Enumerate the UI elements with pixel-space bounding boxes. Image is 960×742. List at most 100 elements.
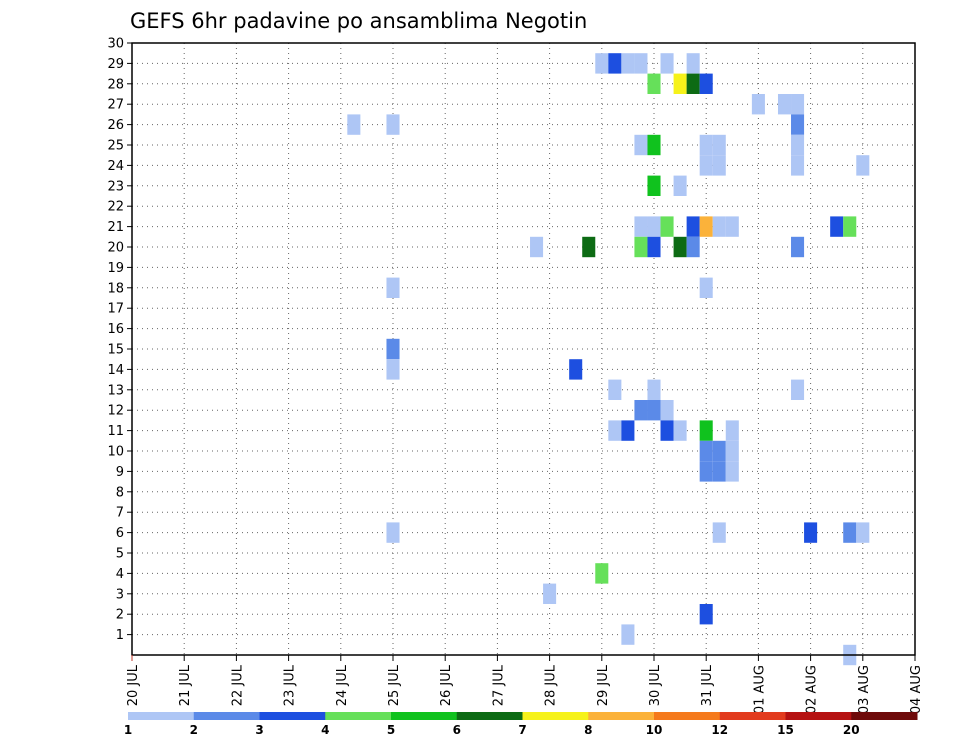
colorbar-swatch: [851, 712, 918, 720]
y-tick-label: 11: [107, 424, 124, 439]
heatmap-cell: [647, 236, 661, 258]
colorbar-swatch: [193, 712, 260, 720]
y-tick-label: 3: [116, 587, 124, 602]
x-tick-label: 20 JUL: [126, 664, 141, 706]
y-tick-label: 4: [116, 567, 124, 582]
heatmap-cell: [804, 522, 818, 543]
heatmap-cell: [791, 379, 805, 400]
colorbar-swatch: [719, 712, 786, 720]
heatmap-cell: [621, 420, 635, 441]
heatmap-cell: [386, 359, 400, 380]
colorbar-label: 8: [584, 723, 592, 737]
heatmap-cell: [647, 134, 661, 156]
heatmap-cell: [699, 216, 713, 237]
colorbar-label: 20: [843, 723, 860, 737]
colorbar-label: 12: [711, 723, 728, 737]
heatmap-cell: [725, 461, 739, 482]
heatmap-cell: [777, 94, 792, 115]
colorbar-swatch: [654, 712, 721, 720]
heatmap-cell: [830, 216, 844, 237]
heatmap-cell: [686, 236, 700, 258]
heatmap-cell: [699, 420, 713, 441]
y-tick-label: 21: [107, 220, 124, 235]
y-tick-label: 2: [116, 608, 124, 623]
colorbar-label: 3: [255, 723, 263, 737]
heatmap-cell: [673, 236, 687, 258]
heatmap-cell: [725, 440, 739, 462]
x-tick-label: 25 JUL: [387, 664, 402, 706]
heatmap-cell: [634, 53, 648, 74]
x-tick-label: 28 JUL: [544, 664, 559, 706]
x-tick-label: 30 JUL: [648, 664, 663, 706]
y-tick-label: 13: [107, 383, 124, 398]
heatmap-cell: [660, 53, 674, 74]
y-tick-label: 17: [107, 302, 124, 317]
heatmap-cell: [686, 73, 700, 94]
colorbar-swatch: [128, 712, 195, 720]
heatmap-cell: [608, 53, 622, 74]
heatmap-cell: [673, 420, 687, 441]
colorbar-swatch: [259, 712, 326, 720]
y-tick-label: 24: [107, 159, 124, 174]
y-tick-label: 7: [116, 506, 124, 521]
y-tick-label: 15: [107, 343, 124, 358]
heatmap-cell: [647, 400, 661, 421]
y-tick-label: 25: [107, 139, 124, 154]
heatmap-cell: [543, 583, 557, 604]
heatmap-cell: [699, 155, 713, 176]
heatmap-cell: [634, 216, 648, 237]
y-tick-label: 14: [107, 363, 124, 378]
heatmap-cell: [608, 420, 622, 441]
heatmap-cell: [608, 379, 622, 400]
heatmap-cell: [647, 216, 661, 237]
heatmap-cell: [621, 53, 635, 74]
heatmap-cell: [386, 338, 400, 360]
heatmap-cell: [699, 461, 713, 482]
x-tick-label: 24 JUL: [335, 664, 350, 706]
heatmap-cell: [673, 73, 687, 94]
heatmap-cell: [699, 134, 713, 156]
colorbar-label: 4: [321, 723, 329, 737]
heatmap-cell: [791, 236, 805, 258]
heatmap-cell: [569, 359, 583, 380]
colorbar-label: 1: [124, 723, 132, 737]
heatmap-cell: [673, 175, 687, 196]
y-tick-label: 16: [107, 322, 124, 337]
x-tick-label: 29 JUL: [596, 664, 611, 706]
x-tick-label: 31 JUL: [700, 664, 715, 706]
heatmap-cell: [856, 522, 870, 543]
colorbar-label: 10: [646, 723, 663, 737]
colorbar-swatch: [391, 712, 458, 720]
heatmap-cell: [686, 216, 700, 237]
colorbar-swatch: [325, 712, 392, 720]
y-tick-label: 29: [107, 57, 124, 72]
heatmap-cell: [582, 236, 596, 258]
heatmap-cell: [595, 563, 609, 584]
colorbar-label: 7: [518, 723, 526, 737]
heatmap-cell: [843, 522, 857, 543]
y-tick-label: 9: [116, 465, 124, 480]
y-tick-label: 12: [107, 404, 124, 419]
heatmap-cell: [699, 440, 713, 462]
heatmap-cell: [660, 420, 674, 441]
heatmap-cell: [712, 522, 726, 543]
colorbar-swatch: [522, 712, 589, 720]
y-tick-label: 30: [107, 37, 124, 52]
heatmap-cell: [791, 94, 805, 115]
y-tick-label: 26: [107, 118, 124, 133]
heatmap-cell: [856, 155, 870, 176]
heatmap-cell: [712, 216, 726, 237]
heatmap-cell: [699, 277, 713, 298]
y-tick-label: 20: [107, 241, 124, 256]
heatmap-cell: [712, 155, 726, 176]
heatmap-cell: [712, 461, 726, 482]
heatmap-cell: [791, 114, 805, 135]
heatmap-cell: [712, 440, 726, 462]
grid-lines: [132, 43, 915, 655]
heatmap-cell: [791, 134, 805, 156]
x-tick-label: 22 JUL: [230, 664, 245, 706]
y-tick-label: 19: [107, 261, 124, 276]
x-tick-label: 04 AUG: [909, 665, 924, 714]
heatmap-cell: [791, 155, 805, 176]
